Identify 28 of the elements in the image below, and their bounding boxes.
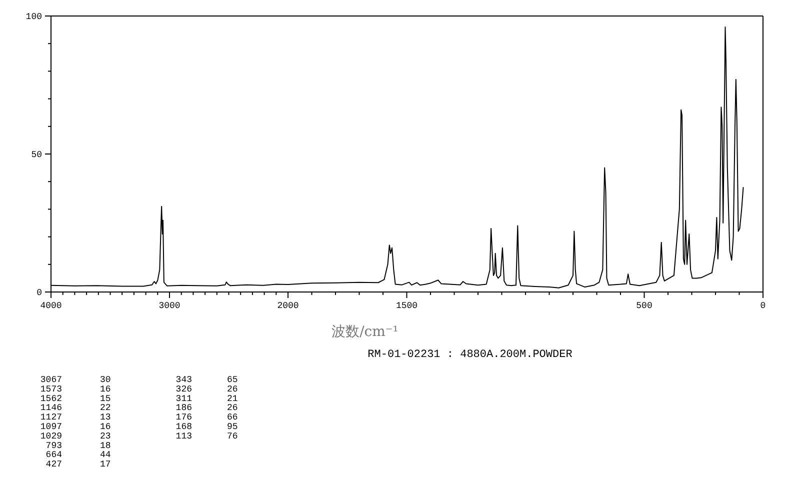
text: 113 76 (176, 431, 238, 442)
x-tick-label: 500 (636, 301, 652, 311)
text: 326 26 (176, 384, 238, 394)
y-tick-label: 0 (36, 288, 42, 298)
text: 1029 23 (40, 431, 111, 442)
text: 1146 22 (40, 403, 111, 414)
text: 1562 15 (40, 394, 111, 404)
x-tick-label: 2000 (277, 301, 299, 311)
x-tick-label: 1500 (396, 301, 418, 311)
text: RM-01-02231 : 4880A.200M.POWDER (368, 349, 573, 361)
text: 1573 16 (40, 384, 111, 394)
x-axis-title: 波数/cm⁻¹ (332, 324, 398, 340)
x-tick-label: 4000 (40, 301, 62, 311)
text: 168 95 (176, 422, 238, 432)
text: 427 17 (46, 460, 111, 470)
x-tick-label: 0 (760, 301, 766, 311)
text: 186 26 (176, 403, 238, 414)
text: 664 44 (46, 450, 111, 460)
x-tick-label: 3000 (158, 301, 180, 311)
y-tick-label: 100 (26, 12, 42, 22)
text: 793 18 (46, 440, 111, 451)
text: 311 21 (176, 394, 238, 404)
text: 343 65 (176, 375, 238, 385)
text: 1097 16 (40, 422, 111, 432)
text: 1127 13 (40, 412, 111, 423)
y-tick-label: 50 (31, 150, 42, 160)
text: 176 66 (176, 412, 238, 423)
text: 3067 30 (40, 375, 111, 385)
